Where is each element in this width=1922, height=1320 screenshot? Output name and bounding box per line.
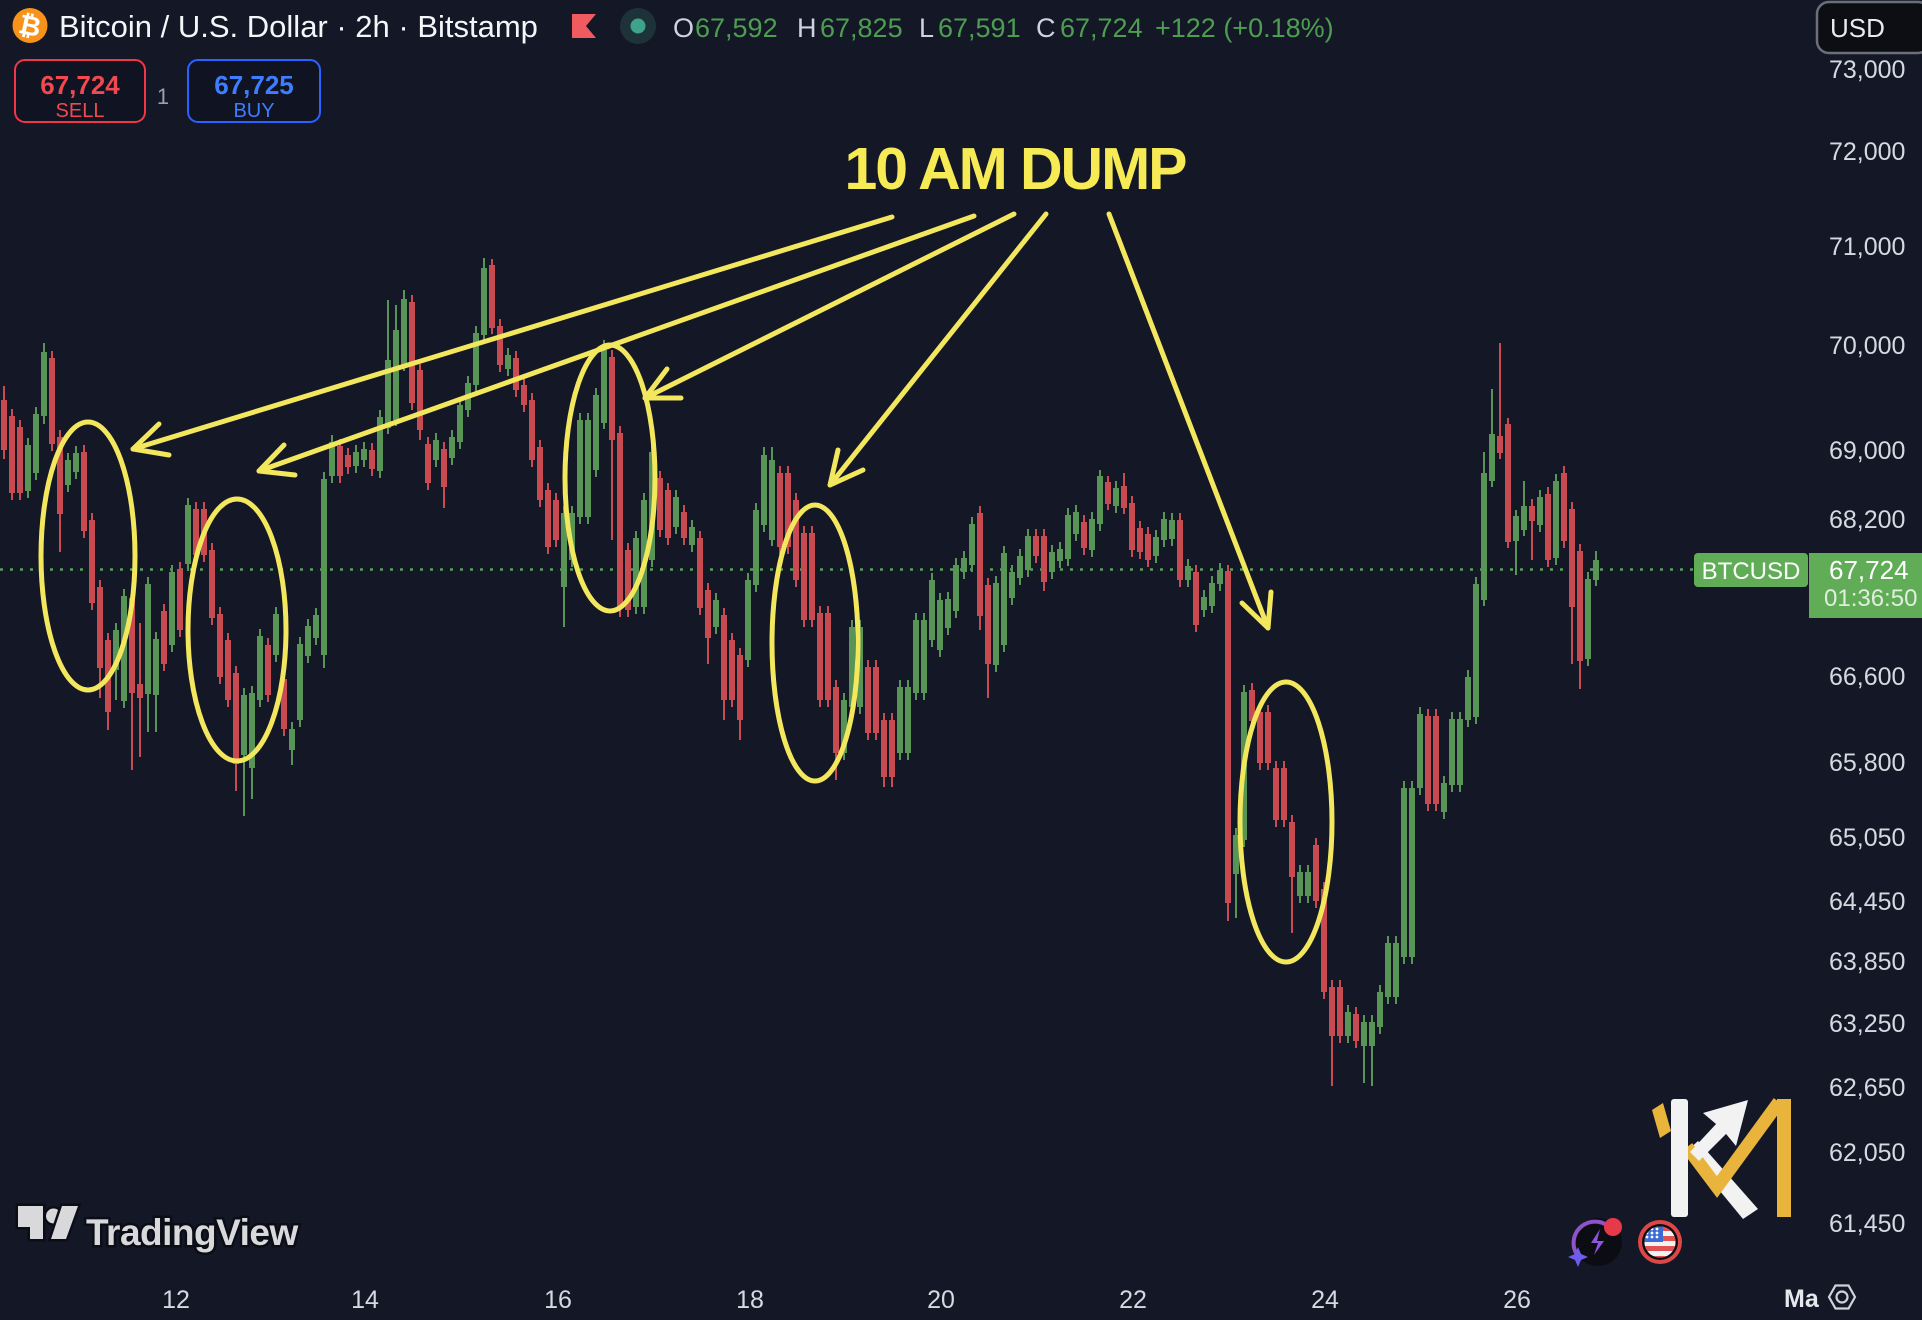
svg-text:63,850: 63,850 — [1829, 948, 1905, 976]
svg-text:TradingView: TradingView — [86, 1212, 298, 1253]
svg-text:67,724: 67,724 — [40, 70, 120, 100]
svg-text:C: C — [1036, 13, 1056, 43]
svg-text:10 AM DUMP: 10 AM DUMP — [845, 136, 1188, 202]
svg-text:70,000: 70,000 — [1829, 332, 1905, 360]
svg-text:69,000: 69,000 — [1829, 437, 1905, 465]
svg-text:H: H — [797, 13, 817, 43]
svg-text:BUY: BUY — [233, 100, 274, 122]
svg-text:24: 24 — [1311, 1286, 1339, 1314]
svg-text:12: 12 — [162, 1286, 190, 1314]
svg-text:14: 14 — [351, 1286, 379, 1314]
svg-text:18: 18 — [736, 1286, 764, 1314]
svg-text:20: 20 — [927, 1286, 955, 1314]
svg-text:SELL: SELL — [56, 100, 105, 122]
svg-text:Bitcoin / U.S. Dollar · 2h · B: Bitcoin / U.S. Dollar · 2h · Bitstamp — [59, 9, 538, 44]
svg-text:65,800: 65,800 — [1829, 749, 1905, 777]
svg-text:01:36:50: 01:36:50 — [1824, 585, 1917, 612]
svg-text:67,724: 67,724 — [1829, 555, 1909, 585]
svg-text:73,000: 73,000 — [1829, 56, 1905, 84]
svg-text:USD: USD — [1830, 13, 1885, 43]
svg-text:62,650: 62,650 — [1829, 1074, 1905, 1102]
svg-text:O: O — [673, 13, 694, 43]
svg-text:BTCUSD: BTCUSD — [1702, 558, 1801, 585]
svg-text:63,250: 63,250 — [1829, 1010, 1905, 1038]
svg-text:66,600: 66,600 — [1829, 663, 1905, 691]
svg-text:16: 16 — [544, 1286, 572, 1314]
svg-text:65,050: 65,050 — [1829, 824, 1905, 852]
svg-text:67,591: 67,591 — [938, 13, 1021, 43]
svg-text:67,825: 67,825 — [820, 13, 903, 43]
svg-text:1: 1 — [157, 84, 169, 109]
svg-text:71,000: 71,000 — [1829, 233, 1905, 261]
svg-text:68,200: 68,200 — [1829, 506, 1905, 534]
svg-text:62,050: 62,050 — [1829, 1139, 1905, 1167]
svg-text:L: L — [919, 13, 934, 43]
svg-text:67,592: 67,592 — [695, 13, 778, 43]
svg-text:26: 26 — [1503, 1286, 1531, 1314]
svg-text:61,450: 61,450 — [1829, 1210, 1905, 1238]
svg-text:72,000: 72,000 — [1829, 138, 1905, 166]
svg-text:+122 (+0.18%): +122 (+0.18%) — [1155, 13, 1334, 43]
svg-text:67,724: 67,724 — [1060, 13, 1143, 43]
svg-text:64,450: 64,450 — [1829, 888, 1905, 916]
svg-text:22: 22 — [1119, 1286, 1147, 1314]
svg-text:67,725: 67,725 — [214, 70, 294, 100]
svg-text:Ma: Ma — [1784, 1285, 1820, 1313]
